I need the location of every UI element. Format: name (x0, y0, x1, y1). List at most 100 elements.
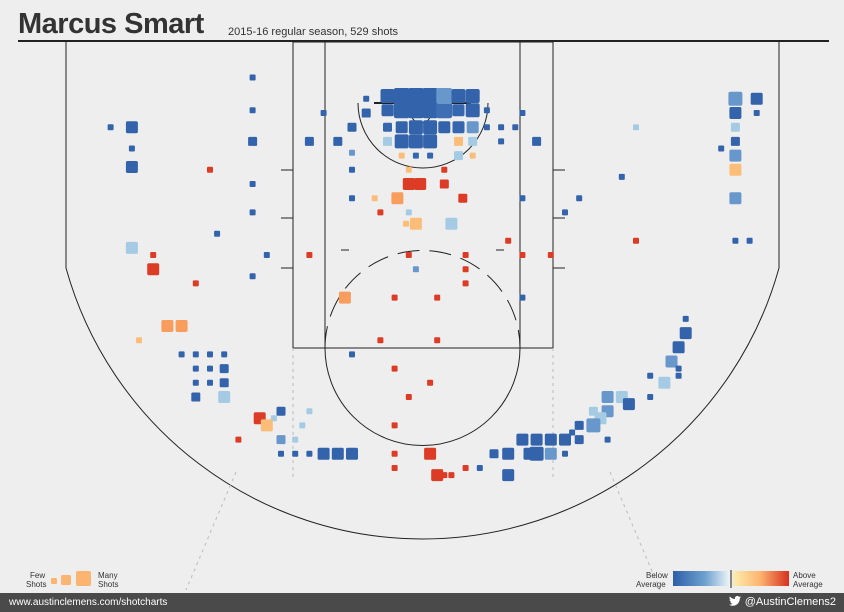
shot-marker (665, 355, 678, 368)
lane-inner (324, 41, 521, 349)
shot-marker (214, 230, 221, 237)
shot-marker (468, 136, 478, 146)
shot-marker (150, 252, 157, 258)
shot-marker (434, 294, 441, 301)
shot-marker (292, 450, 299, 457)
shot-marker (363, 95, 370, 102)
shot-marker (512, 124, 519, 131)
shot-marker (192, 280, 199, 287)
shot-marker (498, 138, 505, 145)
dash-corner-left (185, 471, 237, 591)
page-title: Marcus Smart (18, 8, 204, 40)
shot-marker (647, 372, 654, 379)
shot-marker (263, 252, 270, 258)
shot-marker (586, 418, 601, 433)
shot-marker (647, 394, 654, 400)
restricted-area-arc (357, 102, 489, 169)
title-rule (18, 40, 829, 42)
court-dashes (185, 348, 661, 591)
shot-marker (604, 436, 611, 443)
shot-marker (407, 88, 424, 104)
shot-marker (730, 136, 740, 146)
shot-marker (249, 107, 256, 114)
shot-marker (306, 450, 313, 457)
shot-marker (476, 465, 483, 471)
shot-marker (732, 237, 739, 244)
shot-marker (125, 121, 138, 134)
shot-marker (505, 237, 512, 244)
shot-marker (750, 92, 763, 105)
shot-marker (409, 217, 422, 230)
shot-marker (235, 436, 242, 443)
shot-marker (175, 320, 188, 332)
shot-marker (465, 103, 480, 118)
shot-marker (462, 465, 469, 471)
shot-marker (395, 121, 408, 134)
shot-marker (391, 365, 398, 372)
shot-marker (502, 469, 515, 482)
shot-marker (728, 91, 743, 106)
shot-markers (107, 74, 763, 482)
shot-marker (405, 166, 412, 173)
shot-marker (260, 419, 273, 432)
shot-marker (377, 337, 384, 344)
shot-marker (718, 145, 725, 152)
size-legend: Few Shots Many Shots (26, 571, 118, 589)
shot-marker (192, 365, 199, 372)
shot-marker (278, 450, 284, 457)
shot-marker (753, 110, 760, 116)
shot-marker (498, 124, 505, 131)
shot-marker (436, 88, 453, 104)
color-legend-high-1: Above (793, 571, 816, 580)
shot-marker (403, 220, 409, 227)
color-legend-low-1: Below (646, 571, 668, 580)
shot-marker (249, 181, 256, 187)
shot-marker (405, 252, 412, 258)
shot-marker (729, 192, 742, 205)
shot-marker (248, 136, 258, 146)
shot-marker (483, 107, 490, 114)
shot-marker (729, 149, 742, 162)
shot-marker (219, 364, 229, 374)
shot-marker (436, 102, 453, 119)
shot-marker (405, 209, 412, 216)
shot-marker (349, 195, 355, 202)
shot-marker (191, 392, 201, 402)
shot-marker (422, 102, 439, 119)
shot-marker (434, 337, 441, 344)
shot-marker (391, 422, 398, 429)
color-legend-high-2: Average (793, 580, 823, 589)
shot-marker (125, 241, 138, 254)
shot-marker (405, 394, 412, 400)
shot-marker (574, 420, 584, 430)
shot-marker (136, 337, 142, 344)
shot-marker (391, 192, 404, 205)
dash-corner-right (609, 471, 661, 591)
shot-marker (207, 365, 213, 372)
shot-marker (107, 124, 114, 131)
shot-marker (423, 120, 438, 135)
size-legend-high-2: Shots (98, 580, 118, 589)
shot-marker (427, 152, 434, 159)
shot-marker (658, 376, 671, 389)
shot-marker (249, 273, 256, 280)
shot-marker (729, 107, 742, 119)
footer-website[interactable]: www.austinclemens.com/shotcharts (9, 597, 168, 608)
shot-marker (249, 74, 256, 81)
shot-marker (414, 178, 427, 190)
shot-marker (349, 149, 355, 156)
shot-marker (569, 429, 576, 436)
shot-marker (412, 266, 419, 273)
color-legend-low-2: Average (636, 580, 666, 589)
shot-marker (276, 435, 286, 445)
shot-marker (304, 136, 314, 146)
footer-handle-group[interactable]: @AustinClemens2 (728, 596, 836, 608)
lane-outer (292, 41, 554, 349)
shot-marker (466, 121, 479, 134)
shot-marker (519, 294, 526, 301)
shot-marker (393, 88, 410, 104)
free-throw-circle-top (324, 250, 521, 349)
shot-marker (221, 351, 228, 358)
shot-marker (249, 209, 256, 216)
shot-marker (306, 408, 313, 415)
